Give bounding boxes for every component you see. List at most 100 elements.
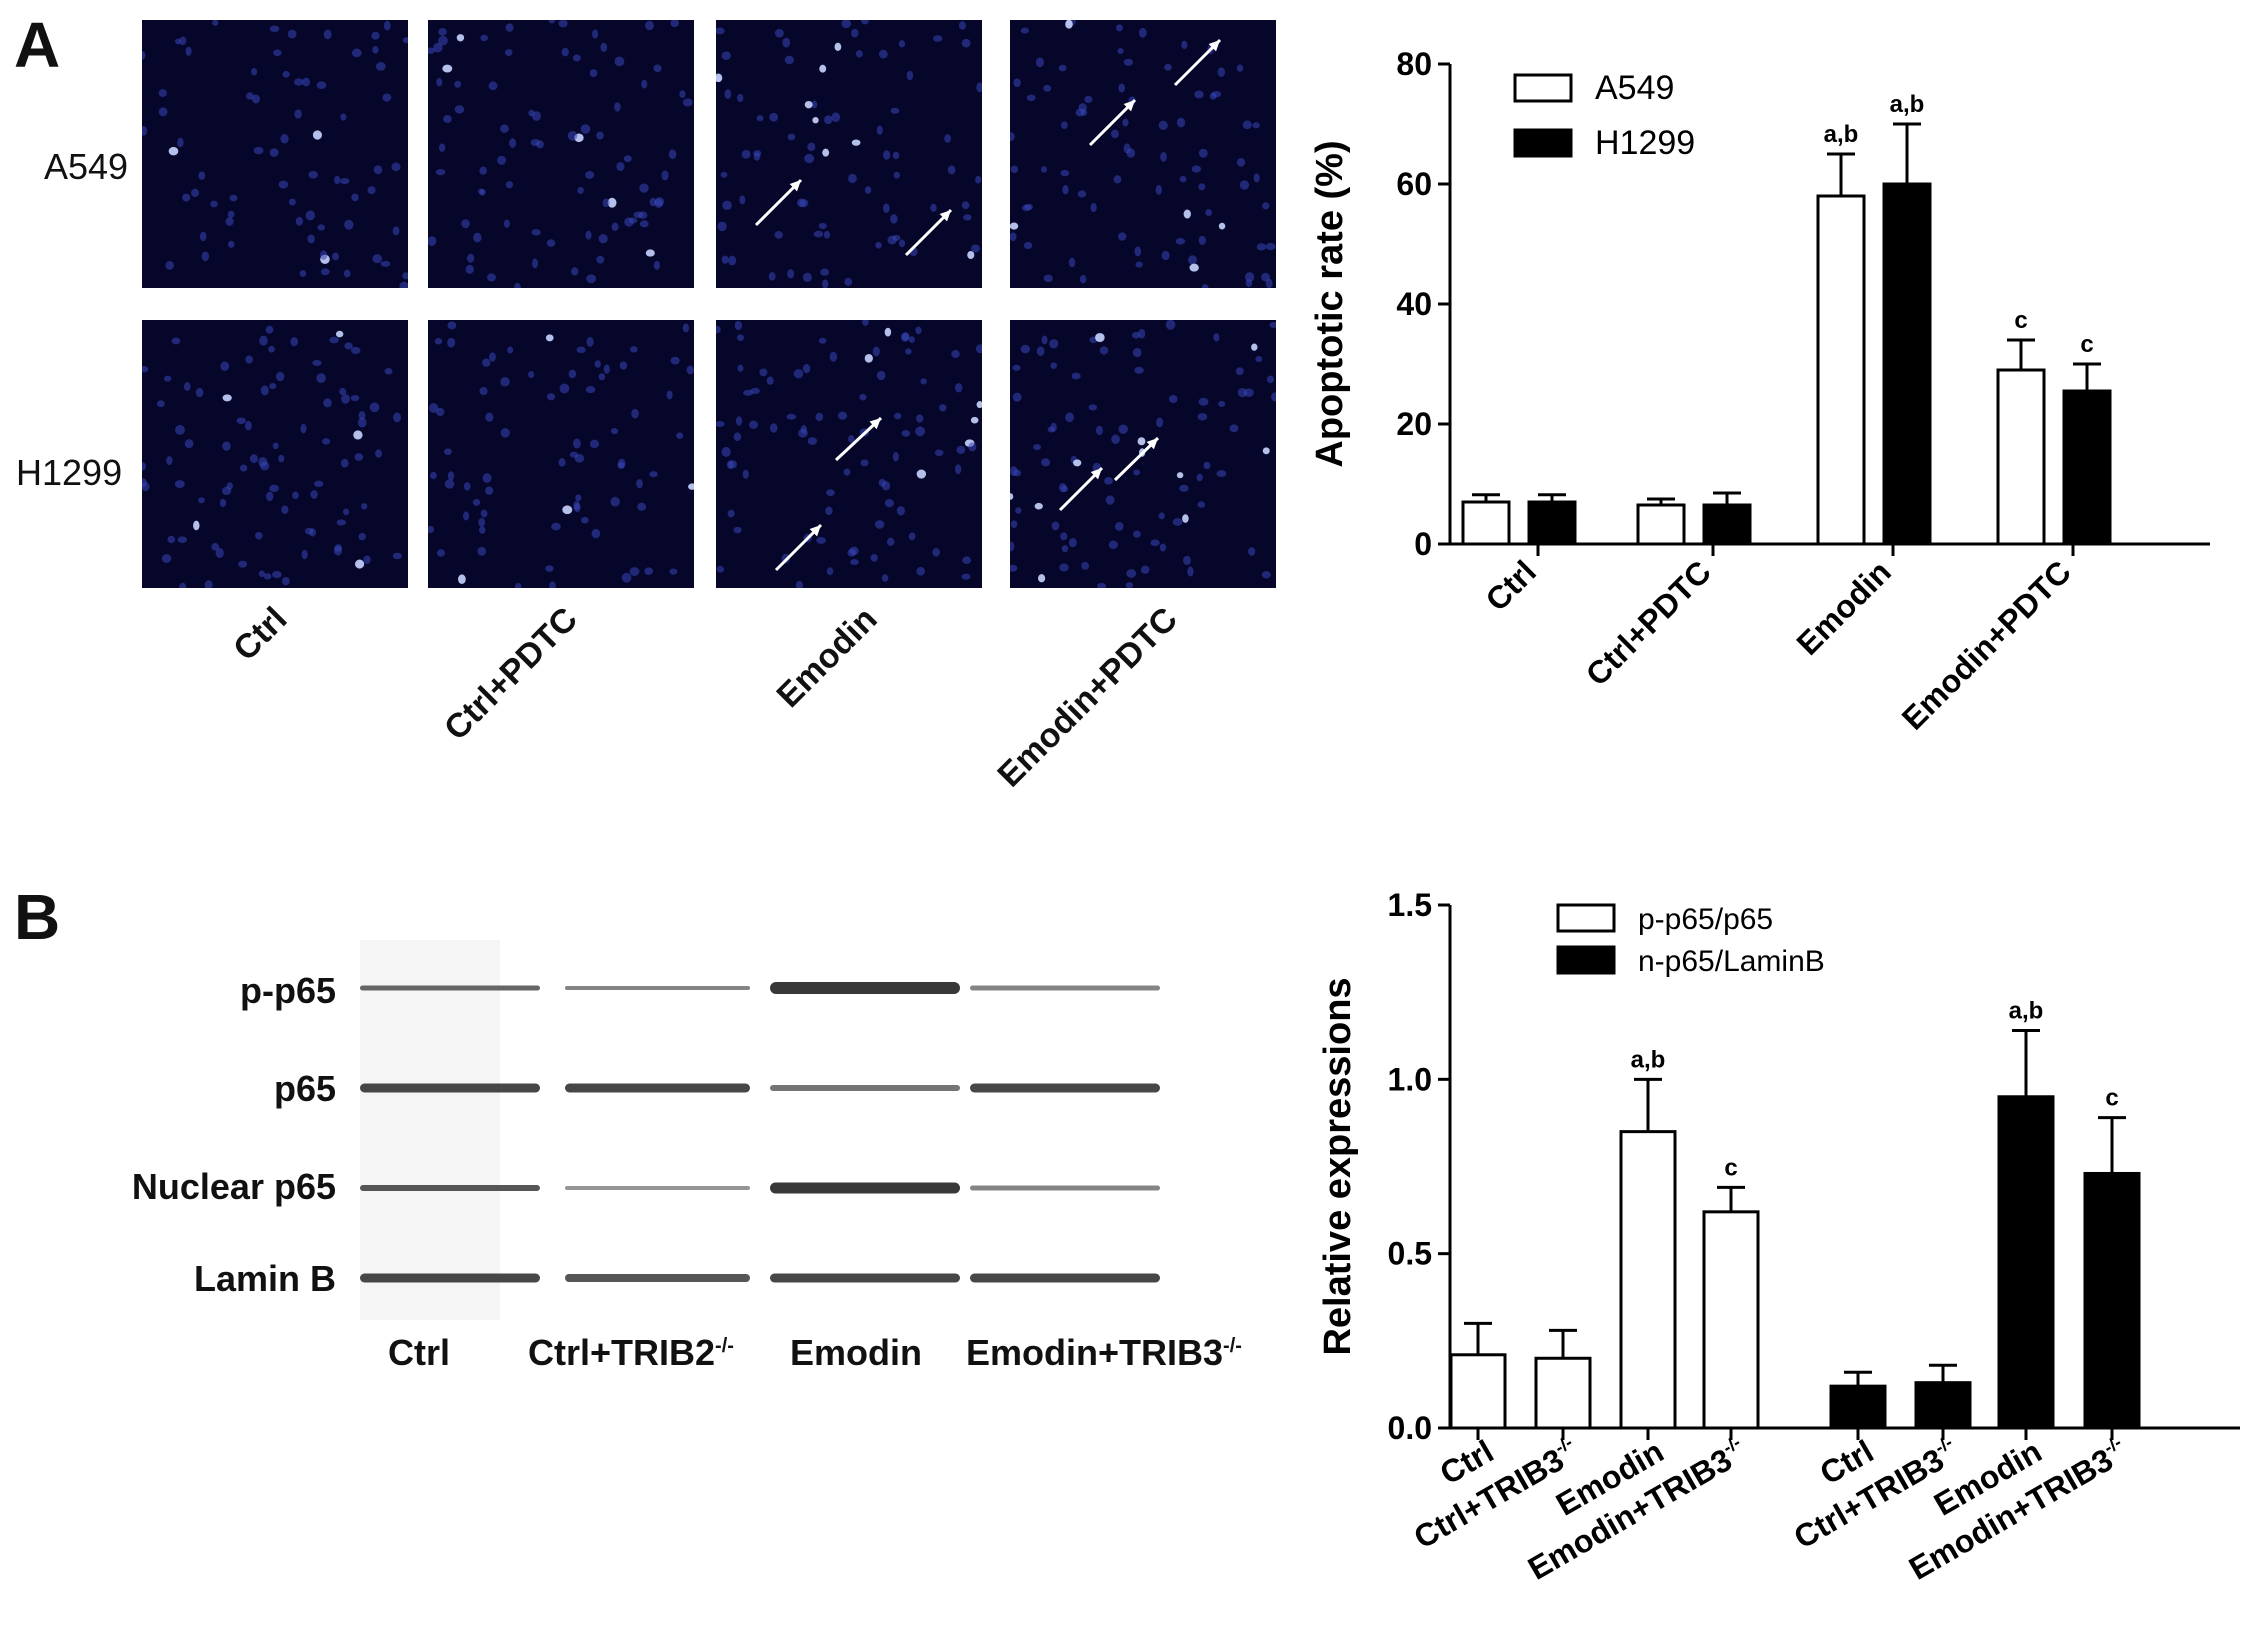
micrograph-h1299-2 — [716, 320, 982, 588]
nucleus — [280, 133, 289, 144]
nucleus — [354, 453, 364, 461]
nucleus — [1176, 117, 1186, 128]
nucleus — [1269, 321, 1276, 328]
nucleus — [210, 200, 218, 208]
nucleus — [1012, 392, 1022, 402]
nucleus — [1187, 255, 1198, 265]
nucleus — [1097, 582, 1107, 588]
nucleus — [239, 464, 248, 472]
y-tick-label: 60 — [1396, 166, 1432, 202]
nucleus — [1179, 484, 1189, 492]
nucleus — [930, 203, 937, 212]
nucleus — [825, 506, 833, 516]
nucleus — [175, 424, 185, 435]
nucleus — [351, 193, 359, 202]
nucleus — [575, 494, 582, 502]
nucleus — [167, 535, 176, 544]
nucleus — [654, 198, 663, 208]
nucleus — [898, 239, 906, 248]
nucleus — [158, 107, 168, 117]
nucleus — [288, 198, 296, 206]
nucleus — [872, 346, 880, 357]
nucleus — [890, 214, 898, 224]
nucleus — [826, 489, 835, 497]
relative-expression-bar-chart: 0.0 0.5 1.0 1.5 Relative expressions a,b c a,b c… — [1317, 887, 2240, 1587]
nucleus — [585, 230, 592, 240]
bar — [2083, 1171, 2141, 1430]
nucleus — [536, 140, 544, 149]
nucleus — [373, 165, 383, 175]
nucleus — [191, 188, 200, 198]
nucleus — [1020, 27, 1030, 34]
nucleus — [1026, 94, 1036, 102]
blot-label-lamin-b: Lamin B — [193, 1258, 336, 1299]
blot-lane-ctrl-trib2: Ctrl+TRIB2-/- — [528, 1332, 734, 1373]
nucleus — [874, 520, 885, 529]
nucleus — [860, 20, 869, 25]
nucleus — [589, 69, 598, 77]
nucleus — [1104, 477, 1113, 485]
nucleus — [1159, 543, 1167, 552]
nucleus — [1010, 232, 1017, 242]
nucleus — [1075, 108, 1085, 117]
nucleus — [399, 281, 408, 288]
nucleus — [1194, 90, 1204, 99]
nucleus — [500, 377, 510, 387]
nucleus — [287, 29, 297, 39]
nucleus — [793, 368, 804, 379]
nucleus — [443, 448, 452, 456]
nucleus — [617, 461, 625, 470]
significance-label: a,b — [2009, 998, 2044, 1025]
nucleus — [813, 230, 824, 238]
nucleus — [1255, 356, 1263, 363]
nucleus — [1261, 272, 1270, 282]
nucleus — [177, 536, 188, 543]
nucleus — [598, 373, 606, 381]
nucleus — [967, 250, 975, 259]
nucleus — [607, 197, 617, 208]
nucleus — [600, 42, 608, 53]
nucleus — [1183, 209, 1191, 219]
nucleus — [443, 115, 452, 124]
nucleus — [185, 46, 192, 56]
nucleus — [906, 70, 914, 81]
nucleus — [639, 183, 649, 193]
nucleus — [812, 116, 819, 124]
blot-lane-ctrl: Ctrl — [388, 1332, 450, 1373]
nucleus — [1140, 565, 1150, 574]
nucleus — [436, 407, 445, 417]
nucleus — [851, 139, 861, 146]
nucleus — [594, 360, 601, 368]
nucleus — [939, 404, 947, 412]
nucleus — [716, 565, 725, 573]
nucleus — [292, 491, 299, 500]
nucleus — [402, 272, 408, 280]
nucleus — [1211, 90, 1222, 98]
nucleus — [226, 482, 233, 490]
nucleus — [1168, 394, 1178, 404]
nucleus — [1253, 173, 1260, 183]
nucleus — [1021, 204, 1032, 212]
nucleus — [532, 111, 541, 121]
nucleus — [774, 28, 784, 38]
nucleus — [350, 394, 360, 402]
blot-band — [970, 1083, 1160, 1093]
nucleus — [295, 216, 304, 226]
nucleus — [735, 416, 743, 426]
col-label-emodin-pdtc: Emodin+PDTC — [990, 600, 1185, 795]
nucleus — [478, 526, 486, 534]
nucleus — [268, 345, 275, 353]
nucleus — [562, 505, 573, 515]
nucleus — [559, 383, 570, 394]
nucleus — [905, 348, 912, 355]
nucleus — [721, 255, 729, 264]
nucleus — [1218, 400, 1226, 408]
nucleus — [195, 387, 204, 398]
nucleus — [802, 272, 812, 282]
nucleus — [314, 480, 324, 487]
nucleus — [878, 478, 886, 487]
micrograph-a549-0 — [142, 20, 408, 288]
nucleus — [954, 464, 962, 475]
bar — [1996, 368, 2046, 546]
nucleus — [372, 254, 383, 264]
